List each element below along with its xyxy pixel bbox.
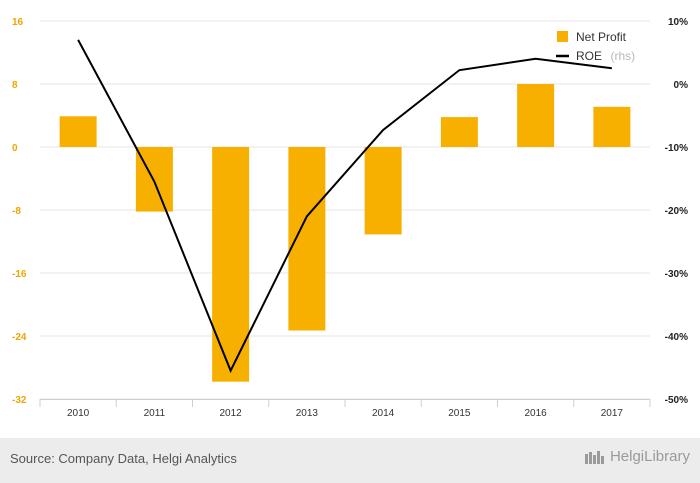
brand-logo[interactable]: HelgiLibrary — [584, 448, 690, 465]
net-profit-bar — [364, 147, 402, 235]
footer — [0, 438, 700, 483]
net-profit-bar — [440, 117, 478, 147]
right-tick-label: -10% — [665, 143, 688, 154]
net-profit-bar — [288, 147, 326, 331]
left-tick-label: -16 — [12, 269, 27, 280]
source-note: Source: Company Data, Helgi Analytics — [10, 451, 237, 466]
left-tick-label: -32 — [12, 395, 27, 406]
x-tick-label: 2016 — [525, 408, 548, 419]
legend-line-name: ROE — [576, 49, 602, 63]
right-tick-label: 0% — [674, 80, 689, 91]
left-tick-label: 8 — [12, 80, 18, 91]
legend-bar-swatch — [557, 31, 568, 42]
x-tick-label: 2012 — [220, 408, 243, 419]
gridlines — [40, 20, 650, 400]
right-tick-label: -40% — [665, 332, 688, 343]
helgi-library-icon — [584, 450, 604, 464]
chart: 16 8 0 -8 -16 -24 -32 10% 0% -10% -20% -30% -40% -50… — [12, 17, 688, 419]
net-profit-bar — [517, 84, 555, 147]
right-axis: 10% 0% -10% -20% -30% -40% -50% — [665, 17, 688, 406]
net-profit-bar — [59, 116, 97, 147]
legend-line-suffix: (rhs) — [610, 49, 635, 63]
roe-line-path — [77, 39, 612, 374]
x-tick-label: 2013 — [296, 408, 319, 419]
x-axis: 2010 2011 2012 2013 2014 2015 2016 2017 — [39, 399, 651, 419]
right-tick-label: -30% — [665, 269, 688, 280]
x-tick-label: 2017 — [601, 408, 624, 419]
x-tick-label: 2015 — [448, 408, 471, 419]
left-axis: 16 8 0 -8 -16 -24 -32 — [12, 17, 27, 406]
x-tick-label: 2010 — [67, 408, 90, 419]
left-tick-label: -8 — [12, 206, 21, 217]
right-tick-label: 10% — [668, 17, 688, 28]
x-tick-label: 2014 — [372, 408, 395, 419]
left-tick-label: 0 — [12, 143, 18, 154]
left-tick-label: -24 — [12, 332, 27, 343]
net-profit-bar — [593, 106, 631, 147]
right-tick-label: -50% — [665, 395, 688, 406]
x-tick-label: 2011 — [144, 408, 166, 419]
right-tick-label: -20% — [665, 206, 688, 217]
legend-line-label: ROE (rhs) — [576, 47, 635, 64]
bars — [59, 84, 631, 382]
left-tick-label: 16 — [12, 17, 24, 28]
legend: Net Profit ROE (rhs) — [556, 30, 635, 64]
legend-bar-label: Net Profit — [576, 30, 627, 44]
brand-label: HelgiLibrary — [609, 448, 690, 465]
roe-line — [77, 39, 612, 374]
